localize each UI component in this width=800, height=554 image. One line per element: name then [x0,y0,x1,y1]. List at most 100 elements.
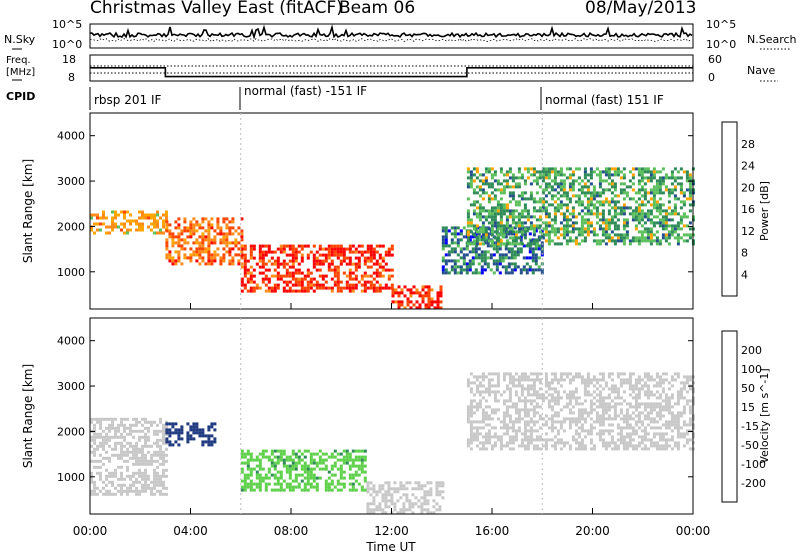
cell-region-5 [667,194,671,198]
cell-region-1 [225,235,229,239]
cell-region-5 [565,167,569,171]
cell-region-4 [502,375,506,379]
cell-region-4 [441,265,445,269]
cell-region-2 [327,485,331,489]
cell-region-0 [159,447,162,451]
cell-region-5 [556,170,560,174]
cell-region-5 [562,215,566,219]
cell-region-5 [622,206,626,210]
cell-region-5 [520,173,524,177]
cell-region-2 [348,274,352,278]
cell-region-2 [303,277,307,281]
cell-region-5 [607,221,611,225]
cell-region-0 [150,420,153,424]
cell-region-5 [601,218,605,222]
cell-region-0 [147,435,150,439]
cell-region-2 [318,467,322,471]
cell-region-4 [516,250,520,254]
cell-region-4 [508,441,512,445]
cell-region-4 [553,378,557,382]
cell-region-4 [556,399,560,403]
cell-region-3 [427,288,431,292]
cell-region-0 [141,225,144,229]
cell-region-5 [526,167,530,171]
cell-region-2 [330,467,334,471]
cell-region-2 [282,461,286,465]
cell-region-5 [550,218,554,222]
cell-region-5 [592,188,596,192]
cell-region-4 [562,429,566,433]
cell-region-5 [682,215,686,219]
cell-region-4 [510,250,514,254]
cell-region-0 [162,219,165,223]
cell-region-0 [129,489,132,493]
cell-region-5 [616,212,620,216]
cell-region-4 [444,232,448,236]
cell-region-4 [504,253,508,257]
cell-region-5 [493,221,497,225]
cell-region-2 [387,268,391,272]
cell-region-4 [580,441,584,445]
cell-region-5 [634,224,638,228]
cell-region-2 [321,286,325,290]
cell-region-2 [306,268,310,272]
cell-region-5 [556,173,560,177]
cell-region-0 [123,213,126,217]
cell-region-4 [652,384,656,388]
cell-region-4 [502,390,506,394]
cell-region-1 [168,253,172,257]
cell-region-4 [456,226,460,230]
cell-region-5 [610,197,614,201]
cell-region-1 [189,437,193,441]
cell-region-3 [387,493,391,497]
cell-region-2 [360,277,364,281]
cell-region-0 [144,462,147,466]
cell-region-3 [384,490,388,494]
cell-region-3 [366,484,370,488]
cell-region-5 [598,179,602,183]
cell-region-4 [577,396,581,400]
cell-region-5 [643,227,647,231]
cell-region-3 [405,499,409,503]
cell-region-4 [574,399,578,403]
cell-region-5 [658,224,662,228]
time-axis: 00:00 04:00 08:00 12:00 16:00 20:00 00:00 [73,113,710,538]
cell-region-2 [336,467,340,471]
cell-region-0 [159,231,162,235]
cell-region-4 [487,432,491,436]
cell-region-1 [207,244,211,248]
cell-region-5 [604,236,608,240]
cell-region-5 [586,221,590,225]
cell-region-4 [592,426,596,430]
cell-region-2 [288,289,292,293]
cell-region-4 [613,396,617,400]
cell-region-1 [165,440,169,444]
cell-region-3 [381,484,385,488]
cell-region-2 [345,283,349,287]
cell-region-3 [411,502,415,506]
cell-region-5 [643,176,647,180]
cell-region-4 [649,411,653,415]
cell-region-4 [507,247,511,251]
cell-region-2 [240,449,244,453]
cell-region-4 [592,402,596,406]
cell-region-3 [399,511,403,515]
cell-region-2 [384,253,388,257]
cell-region-5 [592,212,596,216]
cell-region-5 [517,236,521,240]
cell-region-2 [354,458,358,462]
cell-region-5 [688,203,692,207]
cell-region-5 [514,182,518,186]
cell-region-4 [544,390,548,394]
cell-region-4 [526,390,530,394]
cell-region-4 [658,438,662,442]
cell-region-5 [658,188,662,192]
cell-region-3 [372,496,376,500]
cell-region-4 [531,271,535,275]
cell-region-4 [469,441,473,445]
cell-region-1 [201,256,205,260]
cell-region-5 [631,209,635,213]
cell-region-4 [441,247,445,251]
cell-region-2 [312,277,316,281]
